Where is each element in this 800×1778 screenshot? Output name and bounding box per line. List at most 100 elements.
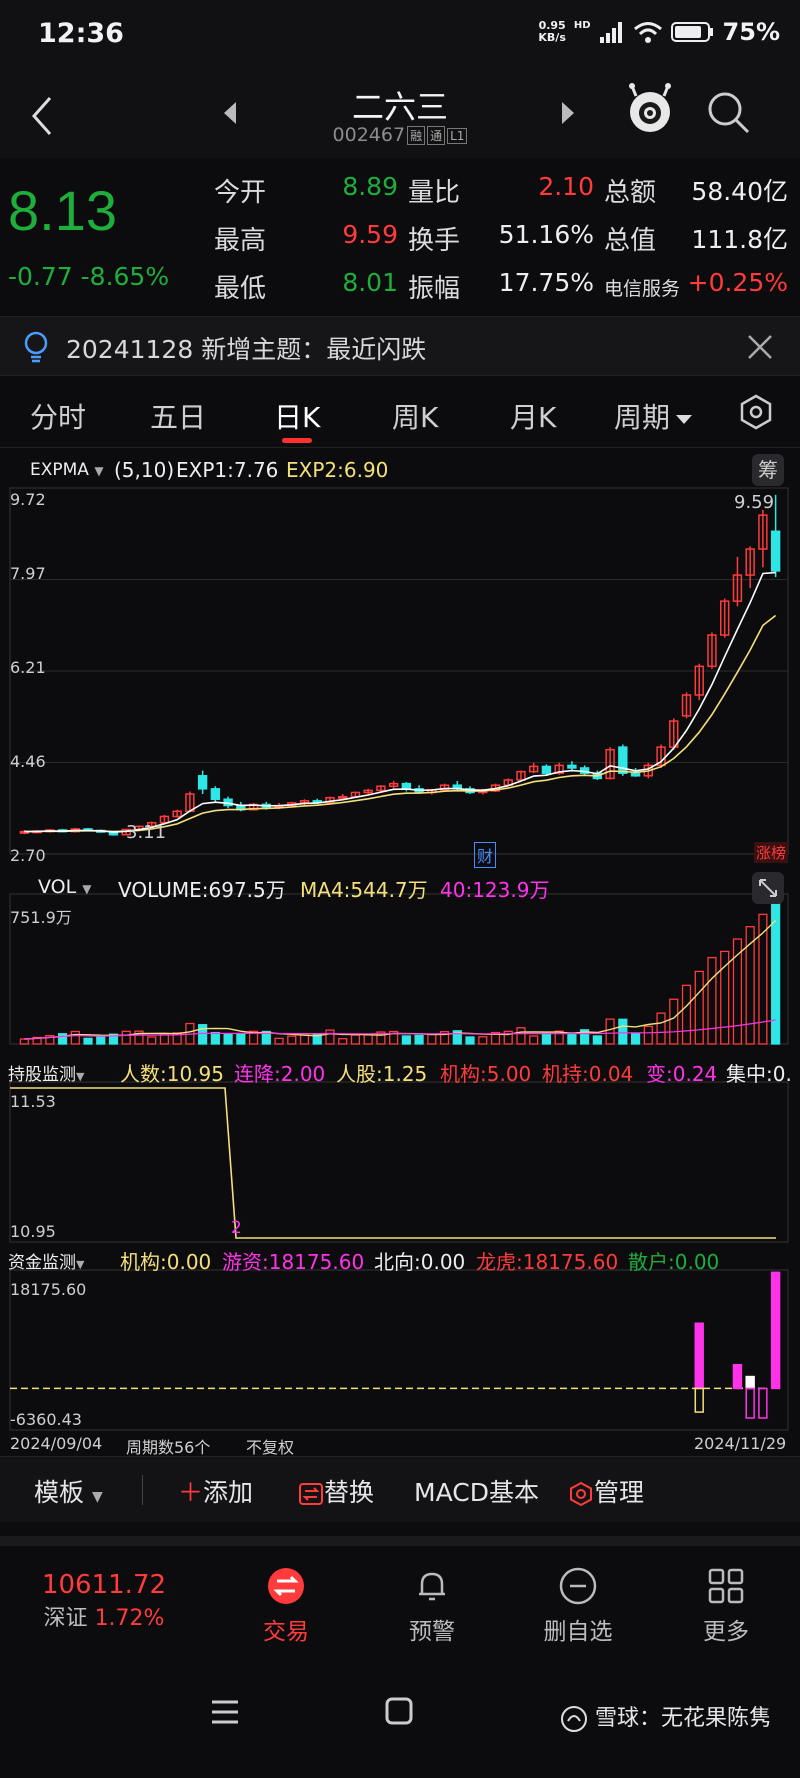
candles [19,494,781,836]
volume-bar [70,1030,80,1045]
mascot-icon[interactable] [626,82,674,138]
tab-more[interactable]: 更多 [666,1566,786,1646]
holding-y-min: 10.95 [10,1222,56,1241]
amount-value: 58.40亿 [691,177,788,206]
fund-bar [732,1363,743,1390]
volume-bar [478,1036,488,1045]
volume-bar [490,1031,501,1045]
volume-bar [108,1033,119,1045]
exp1-line [24,571,776,833]
hidden-row-strip [0,1536,800,1546]
tab-alert[interactable]: 预警 [372,1566,492,1646]
volume-bar [618,1018,628,1045]
turnover-label: 换手 [408,226,461,256]
candle-body [388,782,399,787]
expma-params: (5,10) [114,458,175,482]
settings-hexagon-icon[interactable] [738,394,774,430]
volume-bar [694,970,704,1045]
rank-marker[interactable]: 涨榜 [754,842,789,863]
volume-bar [452,1030,462,1045]
price-change: -0.77 -8.65% [8,262,170,291]
adjust-mode[interactable]: 不复权 [246,1438,295,1457]
manage-button[interactable]: 管理 [568,1473,644,1509]
candle-body [210,788,221,801]
vol-indicator[interactable]: VOL ▼ [38,876,92,898]
notice-text: 20241128 新增主题：最近闪跌 [66,335,427,364]
prev-stock-icon[interactable] [222,98,238,128]
tab-remove-watch[interactable]: 删自选 [518,1566,638,1646]
next-stock-icon[interactable] [560,98,576,128]
candle-body [172,810,182,818]
vol-ma40-line [24,1019,776,1040]
macd-button[interactable]: MACD基本 [414,1478,539,1507]
candle-body [720,600,730,636]
home-icon[interactable] [384,1696,414,1726]
ma40-value: 40:123.9万 [440,878,550,902]
theme-notice[interactable]: 20241128 新增主题：最近闪跌 [0,316,800,376]
period-tabs: 分时 五日 日K 周K 月K 周期 [0,376,800,448]
sector-label[interactable]: 电信服务 [604,278,681,300]
candle-body [758,514,768,550]
candle-body [363,789,373,794]
fund-indicator[interactable]: 资金监测▼ [8,1253,85,1273]
stock-name: 二六三 [351,88,448,126]
tab-trade[interactable]: 交易 [226,1566,346,1646]
fund-retail: 散户:0.00 [628,1250,720,1274]
expma-indicator[interactable]: EXPMA ▼ [30,460,104,480]
menu-icon[interactable] [210,1698,240,1726]
volume-bar [325,1029,335,1045]
open-label: 今开 [214,178,267,208]
fund-bar [758,1387,768,1419]
close-icon[interactable] [746,333,774,361]
candle-body [567,764,577,769]
finance-marker[interactable]: 财 [474,842,497,868]
volume-bar [465,1036,475,1045]
chart-svg [9,487,789,1431]
candle-body [656,746,666,767]
volume-bar [592,1035,602,1045]
tab-period[interactable]: 周期 [614,396,694,436]
grid-icon [708,1568,744,1604]
volume-bar [541,1032,552,1045]
bulb-icon [24,331,48,363]
tab-weekly-k[interactable]: 周K [392,401,439,434]
indicator-toolbar: 模板 ▼ ＋添加 替换 MACD基本 管理 [0,1456,800,1522]
expand-icon[interactable] [752,872,784,904]
vol-ma4-line [24,919,777,1040]
sector-change[interactable]: +0.25% [687,268,788,297]
high-value: 9.59 [342,220,398,249]
candle-body [159,815,170,824]
volume-bar [720,950,730,1045]
fund-bar [770,1271,781,1390]
hd-badge: HD [573,19,591,31]
exp2-line [24,614,777,833]
chevron-down-icon [676,415,693,424]
holding-indicator[interactable]: 持股监测▼ [8,1065,85,1085]
template-button[interactable]: 模板 ▼ [34,1478,103,1507]
back-icon[interactable] [28,94,56,138]
exp1-value: EXP1:7.76 [176,458,279,482]
index-widget[interactable]: 10611.72 深证 1.72% [24,1570,184,1632]
holding-frame [9,1081,789,1243]
volume-bar [274,1037,284,1045]
fund-y-max: 18175.60 [10,1280,87,1299]
battery-icon [670,22,713,42]
search-icon[interactable] [706,90,752,136]
add-button[interactable]: ＋添加 [178,1478,254,1507]
replace-button[interactable]: 替换 [298,1473,374,1509]
chip-distribution-button[interactable]: 筹 [752,454,784,486]
fund-northbound: 北向:0.00 [374,1250,466,1274]
tab-five-day[interactable]: 五日 [150,401,207,434]
holding-marker: 2 [231,1218,242,1238]
end-date: 2024/11/29 [694,1434,787,1453]
turnover-value: 51.16% [498,220,594,249]
tab-monthly-k[interactable]: 月K [510,401,557,434]
tab-intraday[interactable]: 分时 [30,401,87,434]
last-price: 8.13 [8,179,117,242]
holding-concentration: 集中:0. [726,1062,792,1086]
candle-body [618,746,628,774]
volume-bar [439,1031,450,1045]
volume-bar [554,1030,564,1045]
toolbar-divider [142,1475,143,1505]
tab-daily-k[interactable]: 日K [274,401,321,434]
